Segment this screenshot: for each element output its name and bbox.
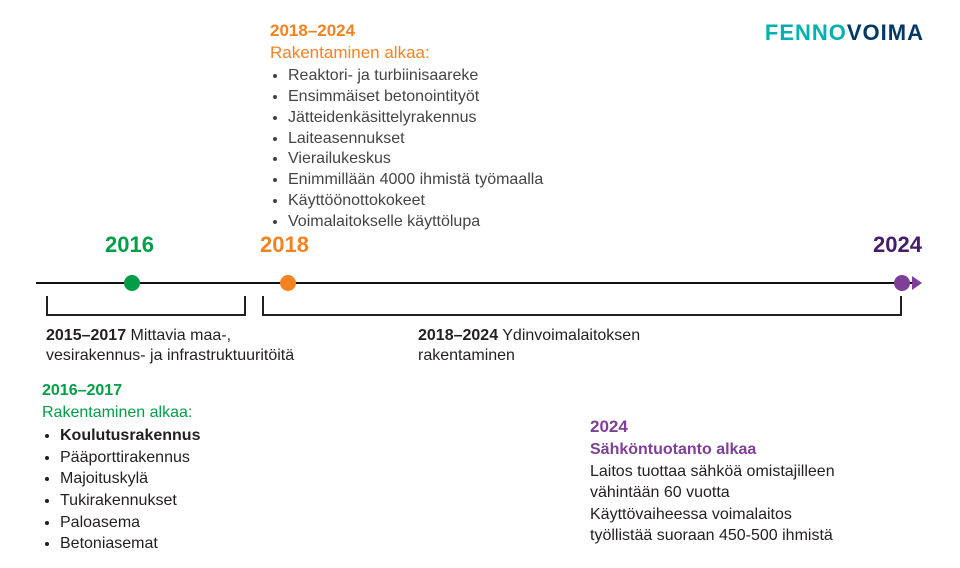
list-item: Ensimmäiset betonointityöt — [288, 87, 543, 108]
list-item: Reaktori- ja turbiinisaareke — [288, 66, 543, 87]
timeline-axis — [36, 282, 916, 284]
list-item: Majoituskylä — [60, 468, 362, 490]
under-left-years: 2015–2017 — [46, 327, 126, 344]
under-left-text: 2015–2017 Mittavia maa-, vesirakennus- j… — [46, 326, 294, 366]
dot-2024-icon — [894, 275, 910, 291]
bottom-right-body: Laitos tuottaa sähköä omistajilleen vähi… — [590, 461, 910, 547]
top-subtitle: Rakentaminen alkaa: — [270, 42, 543, 64]
bracket-left-icon — [46, 296, 246, 316]
list-item: Pääporttirakennus — [60, 447, 362, 469]
bottom-left-block: 2016–2017 Rakentaminen alkaa: Koulutusra… — [42, 380, 362, 555]
list-item: Enimmillään 4000 ihmistä työmaalla — [288, 170, 543, 191]
year-row: 2016 2018 2024 — [0, 232, 960, 260]
bottom-left-subtitle: Rakentaminen alkaa: — [42, 402, 362, 424]
list-item: Voimalaitokselle käyttölupa — [288, 212, 543, 233]
list-item-label: Koulutusrakennus — [60, 427, 200, 444]
dot-2018-icon — [280, 275, 296, 291]
axis-year-2024: 2024 — [873, 232, 922, 258]
list-item: Vierailukeskus — [288, 149, 543, 170]
top-year-range: 2018–2024 — [270, 20, 543, 42]
list-item: Paloasema — [60, 512, 362, 534]
logo: FENNOVOIMA — [765, 20, 924, 46]
under-right-years: 2018–2024 — [418, 327, 498, 344]
brackets — [36, 296, 924, 326]
list-item: Jätteidenkäsittelyrakennus — [288, 108, 543, 129]
bottom-left-years: 2016–2017 — [42, 380, 362, 402]
dot-2016-icon — [124, 275, 140, 291]
bottom-right-block: 2024 Sähköntuotanto alkaa Laitos tuottaa… — [590, 416, 910, 547]
list-item: Laiteasennukset — [288, 129, 543, 150]
top-list: Reaktori- ja turbiinisaareke Ensimmäiset… — [270, 66, 543, 232]
axis-year-2016: 2016 — [105, 232, 154, 258]
list-item: Tukirakennukset — [60, 490, 362, 512]
logo-teal: FENNO — [765, 20, 847, 45]
bracket-right-icon — [262, 296, 902, 316]
arrow-right-icon — [912, 276, 922, 290]
list-item: Käyttöönottokokeet — [288, 191, 543, 212]
under-right-text: 2018–2024 Ydinvoimalaitoksen rakentamine… — [418, 326, 640, 366]
logo-navy: VOIMA — [847, 20, 924, 45]
axis-year-2018: 2018 — [260, 232, 309, 258]
bottom-left-list: Koulutusrakennus Pääporttirakennus Majoi… — [42, 425, 362, 555]
list-item: Betoniasemat — [60, 533, 362, 555]
bottom-right-year: 2024 — [590, 416, 910, 439]
list-item: Koulutusrakennus — [60, 425, 362, 447]
top-block: 2018–2024 Rakentaminen alkaa: Reaktori- … — [270, 20, 543, 233]
bottom-right-title: Sähköntuotanto alkaa — [590, 439, 910, 461]
